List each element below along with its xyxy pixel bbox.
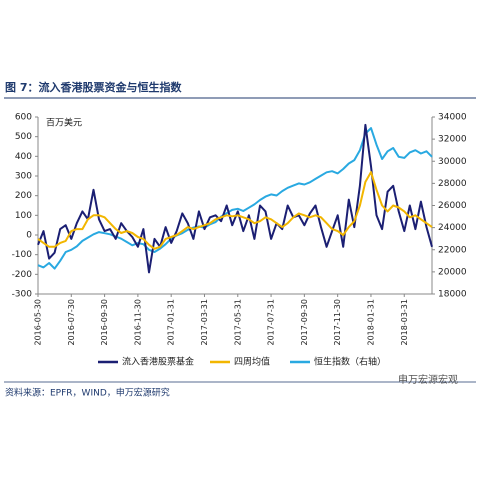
- x-tick-label: 2017-03-31: [200, 299, 209, 346]
- y2-tick-label: 18000: [438, 290, 467, 300]
- series-line: [37, 123, 433, 274]
- legend-label: 流入香港股票基金: [122, 356, 194, 368]
- y-tick-label: -100: [12, 250, 33, 260]
- y2-tick-label: 20000: [438, 267, 467, 277]
- y-axis-unit: 百万美元: [46, 117, 82, 129]
- x-tick-label: 2016-09-30: [100, 299, 109, 346]
- y-tick-label: -300: [12, 290, 33, 300]
- y2-tick-label: 22000: [438, 245, 467, 255]
- x-tick-label: 2018-01-31: [366, 299, 375, 346]
- x-tick-label: 2017-05-31: [233, 299, 242, 346]
- series-line: [37, 127, 433, 270]
- y2-tick-label: 28000: [438, 179, 467, 189]
- x-tick-label: 2016-11-30: [133, 299, 142, 346]
- x-tick-label: 2016-05-30: [34, 299, 43, 346]
- y2-tick-label: 26000: [438, 201, 467, 211]
- x-tick-label: 2017-07-31: [267, 299, 276, 346]
- y-tick-label: 200: [15, 191, 32, 201]
- y-tick-label: 400: [15, 152, 32, 162]
- y-tick-label: -200: [12, 270, 33, 280]
- y2-tick-label: 30000: [438, 157, 467, 167]
- y-tick-label: 300: [15, 172, 32, 182]
- source: 资料来源：EPFR，WIND，申万宏源研究: [5, 387, 170, 399]
- x-tick-label: 2018-03-31: [400, 299, 409, 346]
- y2-tick-label: 34000: [438, 113, 467, 123]
- x-tick-label: 2016-07-30: [67, 299, 76, 346]
- y-tick-label: 100: [15, 211, 32, 221]
- y-tick-label: 600: [15, 113, 32, 123]
- y2-tick-label: 32000: [438, 135, 467, 145]
- y-tick-label: 0: [26, 231, 32, 241]
- y2-tick-label: 24000: [438, 223, 467, 233]
- x-tick-label: 2017-09-30: [300, 299, 309, 346]
- series-line: [37, 171, 433, 250]
- chart-title: 图 7：流入香港股票资金与恒生指数: [5, 80, 182, 94]
- watermark: 申万宏源宏观: [398, 373, 458, 386]
- legend-label: 四周均值: [234, 356, 270, 368]
- x-tick-label: 2017-01-31: [167, 299, 176, 346]
- y-tick-label: 500: [15, 132, 32, 142]
- x-tick-label: 2017-11-30: [333, 299, 342, 346]
- legend-label: 恒生指数（右轴）: [314, 356, 386, 368]
